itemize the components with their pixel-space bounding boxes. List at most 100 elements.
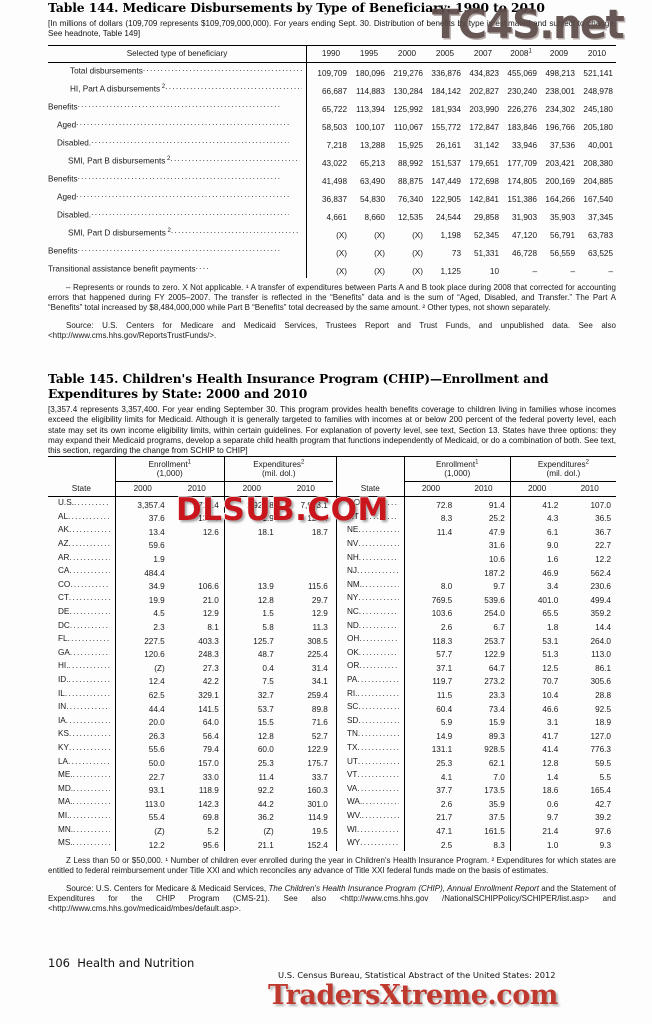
table145-value-cell: 22.7 — [595, 541, 611, 551]
table145-left-expenditures-label: Expenditures — [253, 459, 302, 469]
table145-value-cell — [403, 538, 458, 552]
table145-value-cell: 10.6 — [488, 555, 505, 565]
table145-value-cell: 19.5 — [311, 826, 328, 836]
table145-state-label: VT .............. — [335, 769, 405, 783]
table145-value-cell: 776.3 — [590, 745, 612, 755]
table145-value-cell: 79.4 — [202, 745, 219, 755]
leader-dots: .............. — [68, 525, 110, 535]
table145-value-cell: 118.9 — [198, 786, 219, 796]
leader-dots: .............. — [68, 729, 110, 739]
table144-cell: 37,345 — [587, 213, 613, 223]
table145-value-cell: 41.7 — [509, 728, 564, 743]
table144-cell: 65,213 — [359, 159, 385, 169]
table145-row: CA ..............484.4NJ ..............1… — [48, 565, 616, 579]
table145-state-name: MO. — [346, 498, 363, 508]
table144-cell: 200,169 — [545, 177, 575, 187]
table145-value-cell: 12.9 — [202, 609, 219, 619]
table145-state-name: KY — [58, 742, 69, 752]
table144-cell: 56,559 — [549, 248, 575, 258]
table144-cell: 52,345 — [473, 231, 499, 240]
table145-value-cell: 2.5 — [403, 837, 458, 851]
table145-value-cell: 118.3 — [403, 633, 458, 647]
table145-left-enrollment-note: 1 — [187, 458, 191, 465]
table145-value-cell: 59.6 — [114, 538, 170, 552]
table145-value-cell: 64.7 — [488, 663, 505, 673]
table145-state-name: SD — [346, 715, 359, 725]
table145-value-cell: 18.1 — [223, 524, 279, 539]
table145-value-cell: 113.0 — [114, 796, 170, 811]
table144-cell: 33,946 — [511, 141, 537, 151]
table145-value-cell: 92.5 — [595, 704, 611, 714]
table145-value-cell: 3,357.4 — [114, 496, 170, 511]
table145-state-name: VT — [346, 770, 358, 780]
table144: Selected type of beneficiary 1990 1995 2… — [48, 45, 616, 279]
table144-cell: 179,651 — [469, 159, 499, 169]
section-title: Health and Nutrition — [77, 956, 195, 970]
table144-row-footnote-mark: 2 — [165, 227, 171, 234]
leader-dots: .............. — [72, 770, 110, 780]
table145-state-label: NC .............. — [335, 606, 405, 620]
table144-cell: (X) — [374, 248, 385, 258]
leader-dots: .............. — [358, 593, 399, 603]
table145-state-label: IA .............. — [48, 715, 115, 729]
table145-source: Source: U.S. Centers for Medicare & Medi… — [48, 884, 616, 914]
table145-head: State Enrollment1 (1,000) Expenditures2 … — [48, 456, 616, 497]
leader-dots: .............. — [362, 498, 399, 508]
table145-value-cell: 47.9 — [488, 527, 505, 537]
table145-value-cell — [223, 551, 279, 566]
table145-value-cell: 106.6 — [198, 582, 219, 592]
table145-value-cell: 2.6 — [403, 796, 458, 811]
leader-dots: .............. — [358, 539, 399, 549]
leader-dots: .............. — [68, 756, 110, 766]
table145-value-cell: 9.3 — [599, 840, 611, 850]
table145-state-name: U.S. — [58, 498, 74, 508]
table145-state-label: TN .............. — [335, 728, 405, 743]
folio: 106 Health and Nutrition — [48, 956, 616, 970]
table145-value-cell: 65.5 — [509, 606, 564, 620]
table145-state-label: WY .............. — [335, 837, 405, 851]
table145-value-cell: 165.4 — [590, 786, 612, 796]
leader-dots: .............. — [73, 783, 110, 793]
table144-head: Selected type of beneficiary 1990 1995 2… — [48, 45, 616, 62]
table145-value-cell: 12.2 — [595, 555, 611, 565]
table144-row-label: Disabled. ..............................… — [48, 134, 307, 152]
table144-cell: 15,925 — [397, 141, 423, 151]
table144-row-label: Benefits ...............................… — [48, 98, 307, 116]
table145-right-expenditures-unit: (mil. dol.) — [546, 469, 581, 479]
table145-value-cell: 51.3 — [509, 646, 564, 661]
table145-right-exp-2000: 2000 — [509, 481, 564, 497]
table144-cell: 230,240 — [507, 87, 537, 97]
table145-value-cell: 107.0 — [590, 500, 612, 510]
table145-state-label: WA. .............. — [335, 796, 405, 811]
table145-state-name: TN — [346, 729, 358, 739]
table144-cell: 35,903 — [549, 213, 575, 223]
table145-value-cell: 161.5 — [484, 826, 505, 836]
table144-body: Total disbursements ....................… — [48, 62, 616, 279]
table144-cell: (X) — [412, 266, 423, 276]
table145-value-cell: 273.2 — [484, 677, 505, 687]
table144-row-label-text: Benefits — [48, 174, 78, 184]
table145-state-label: AK .............. — [48, 525, 115, 539]
table145-value-cell: 25.3 — [403, 755, 458, 770]
table145-value-cell: 120.6 — [114, 646, 170, 661]
table145-value-cell: 89.3 — [488, 731, 505, 741]
leader-dots: ........................................… — [91, 207, 289, 217]
table145-row: KS ..............26.356.412.852.7TN ....… — [48, 728, 616, 743]
table145-state-name: DE — [58, 607, 70, 616]
table145-value-cell: 86.1 — [595, 663, 611, 673]
table144-cell: (X) — [306, 260, 350, 279]
leader-dots: .............. — [361, 579, 399, 589]
leader-dots: .............. — [72, 797, 110, 807]
table144-cell: 434,823 — [469, 69, 499, 79]
leader-dots: .............. — [358, 702, 399, 712]
table145-value-cell: 160.3 — [307, 786, 328, 796]
table145-value-cell: 97.6 — [595, 826, 611, 836]
table145-source-italic: The Children's Health Insurance Program … — [268, 883, 539, 893]
table144-stub-header: Selected type of beneficiary — [126, 48, 228, 58]
table145-value-cell: 33.0 — [202, 772, 219, 782]
table145-state-label: NY .............. — [335, 592, 405, 607]
table145-state-name: IL — [58, 688, 65, 698]
table144-cell: 63,783 — [587, 231, 613, 240]
